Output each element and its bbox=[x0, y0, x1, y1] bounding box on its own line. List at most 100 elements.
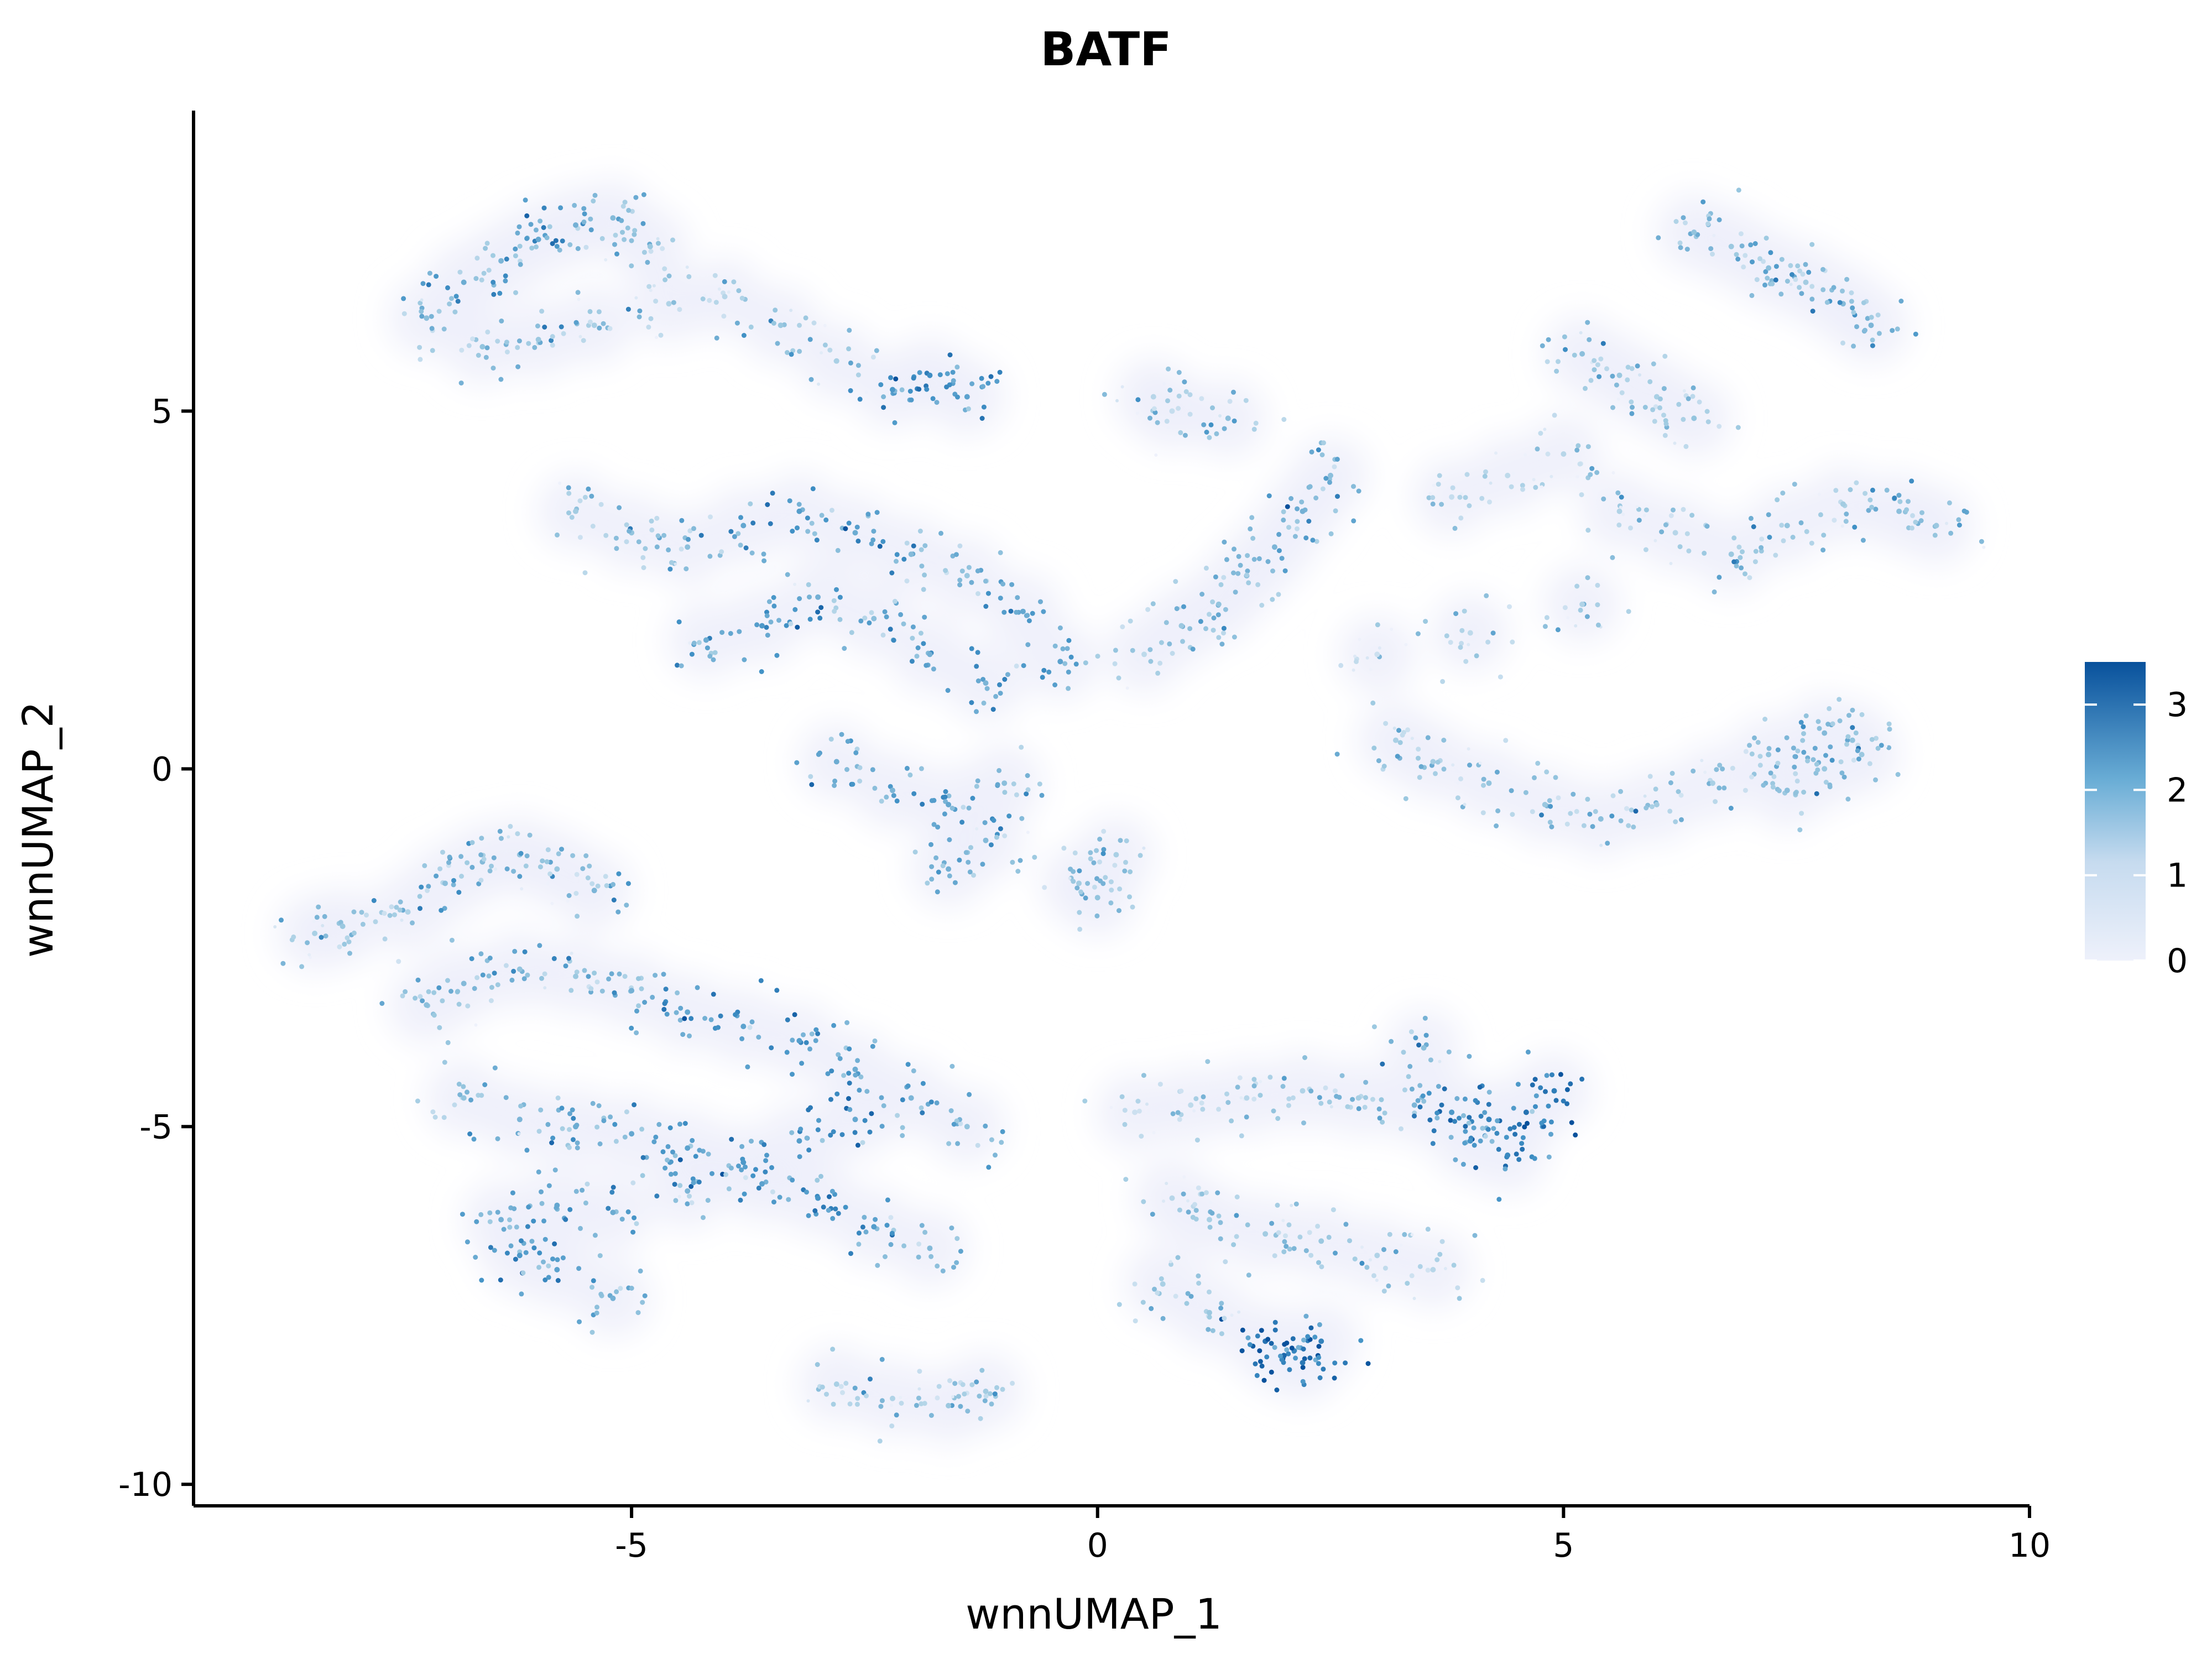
cell-point bbox=[831, 1401, 836, 1407]
cell-point bbox=[807, 337, 813, 342]
data-point bbox=[946, 802, 952, 807]
cell-point bbox=[1556, 795, 1561, 801]
cell-point bbox=[552, 1167, 558, 1173]
cell-point bbox=[459, 347, 465, 353]
cell-point bbox=[1177, 1117, 1182, 1122]
cell-point bbox=[589, 881, 595, 886]
cell-point bbox=[1290, 1203, 1293, 1207]
cell-point bbox=[669, 560, 674, 565]
cell-point bbox=[670, 1149, 675, 1155]
cell-point bbox=[916, 387, 922, 392]
cell-point bbox=[1303, 1313, 1309, 1319]
cell-point bbox=[1317, 1322, 1322, 1327]
cell-point bbox=[549, 1140, 555, 1145]
cell-point bbox=[1436, 482, 1441, 487]
cell-point bbox=[1647, 774, 1653, 779]
data-point bbox=[685, 1188, 691, 1194]
cell-point bbox=[1636, 518, 1642, 523]
cell-point bbox=[830, 1188, 835, 1194]
cell-point bbox=[1668, 513, 1674, 518]
cell-point bbox=[674, 1010, 679, 1015]
cell-point bbox=[1118, 838, 1123, 843]
cell-point bbox=[1042, 885, 1047, 890]
cell-point bbox=[1209, 1211, 1215, 1216]
cell-point bbox=[1287, 1367, 1292, 1373]
cell-point bbox=[1471, 1125, 1477, 1131]
cell-point bbox=[735, 531, 741, 536]
cell-point bbox=[928, 1254, 934, 1259]
cell-point bbox=[575, 290, 581, 295]
cell-point bbox=[1272, 1327, 1278, 1333]
cell-point bbox=[1236, 554, 1241, 559]
cell-point bbox=[1731, 559, 1737, 565]
cell-point bbox=[1775, 747, 1781, 753]
cell-point bbox=[470, 336, 475, 342]
cell-point bbox=[787, 498, 792, 504]
cell-point bbox=[1014, 792, 1019, 797]
cell-point bbox=[1770, 784, 1776, 790]
cell-point bbox=[624, 522, 629, 528]
cell-point bbox=[881, 394, 886, 399]
cell-point bbox=[1867, 497, 1873, 503]
cell-point bbox=[1611, 471, 1615, 474]
cell-point bbox=[585, 1181, 590, 1187]
cell-point bbox=[654, 544, 660, 550]
cell-point bbox=[837, 594, 843, 600]
cell-point bbox=[1530, 1082, 1535, 1088]
cell-point bbox=[1494, 769, 1500, 775]
cell-point bbox=[1803, 713, 1809, 718]
cell-point bbox=[592, 1233, 598, 1238]
cell-point bbox=[618, 1286, 623, 1291]
cell-point bbox=[1218, 1306, 1224, 1311]
cell-point bbox=[741, 333, 747, 338]
cell-point bbox=[1473, 1098, 1478, 1103]
cell-point bbox=[1180, 639, 1185, 644]
cell-point bbox=[1691, 385, 1696, 390]
cell-point bbox=[1272, 1345, 1277, 1350]
cell-point bbox=[1851, 310, 1856, 315]
cell-point bbox=[513, 253, 518, 259]
data-point bbox=[796, 1138, 802, 1144]
cell-point bbox=[599, 988, 605, 994]
cell-point bbox=[753, 1167, 758, 1172]
data-point bbox=[778, 322, 784, 328]
cell-point bbox=[1884, 744, 1888, 748]
cell-point bbox=[1245, 568, 1250, 573]
data-point bbox=[1393, 737, 1399, 743]
cell-point bbox=[798, 1126, 804, 1132]
data-point bbox=[1859, 752, 1865, 758]
cell-point bbox=[947, 873, 952, 879]
data-point bbox=[927, 372, 933, 378]
cell-point bbox=[1215, 1190, 1220, 1196]
cell-point bbox=[870, 767, 875, 773]
cell-point bbox=[1281, 1219, 1285, 1223]
cell-point bbox=[1083, 895, 1088, 901]
cell-point bbox=[1122, 1108, 1128, 1113]
cell-point bbox=[952, 880, 958, 885]
cell-point bbox=[1852, 524, 1858, 530]
cell-point bbox=[900, 1125, 905, 1130]
cell-point bbox=[1869, 737, 1875, 742]
cell-point bbox=[1320, 486, 1326, 492]
cell-point bbox=[1564, 821, 1570, 827]
cell-point bbox=[566, 510, 571, 515]
data-point bbox=[1579, 601, 1585, 607]
cell-point bbox=[1458, 515, 1464, 521]
cell-point bbox=[594, 1305, 599, 1310]
cell-point bbox=[1188, 1293, 1194, 1299]
cell-point bbox=[1231, 1242, 1237, 1248]
cell-point bbox=[829, 1068, 834, 1074]
cell-point bbox=[1556, 359, 1561, 364]
cell-point bbox=[1157, 660, 1163, 666]
cell-point bbox=[1025, 642, 1031, 648]
cell-point bbox=[1661, 386, 1667, 392]
cell-point bbox=[1155, 420, 1160, 425]
cell-point bbox=[566, 899, 570, 903]
cell-point bbox=[514, 1224, 519, 1230]
cell-point bbox=[1282, 568, 1288, 573]
cell-point bbox=[547, 871, 553, 877]
cell-point bbox=[1598, 356, 1604, 362]
cell-point bbox=[1635, 505, 1639, 509]
cell-point bbox=[806, 582, 811, 587]
cell-point bbox=[1168, 1260, 1172, 1264]
